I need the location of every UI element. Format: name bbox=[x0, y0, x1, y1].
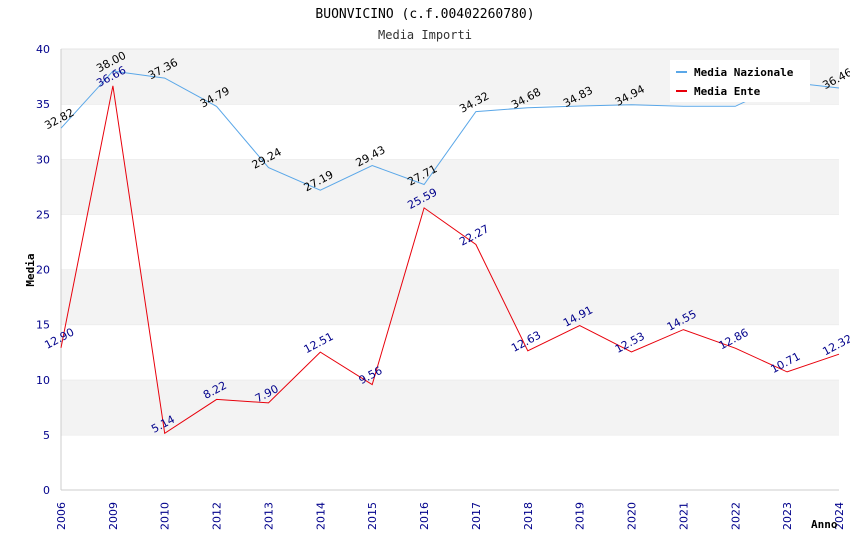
x-tick-label: 2012 bbox=[211, 502, 224, 530]
y-tick-label: 25 bbox=[36, 208, 50, 221]
y-tick-label: 40 bbox=[36, 43, 50, 56]
x-tick-label: 2018 bbox=[522, 502, 535, 530]
x-tick-label: 2021 bbox=[677, 502, 690, 530]
x-tick-label: 2020 bbox=[626, 502, 639, 530]
legend-label-nazionale: Media Nazionale bbox=[694, 66, 794, 79]
legend-box bbox=[670, 60, 810, 102]
x-tick-label: 2015 bbox=[366, 502, 379, 530]
grid-bands bbox=[61, 48, 839, 490]
grid-band bbox=[61, 434, 839, 490]
x-axis-label: Anno bbox=[811, 518, 838, 531]
x-tick-label: 2024 bbox=[833, 502, 846, 530]
y-tick-label: 0 bbox=[43, 484, 50, 497]
series-lines bbox=[60, 70, 840, 435]
x-tick-label: 2013 bbox=[262, 502, 275, 530]
y-tick-labels: 0 5 10 15 20 25 30 35 40 bbox=[36, 43, 50, 497]
grid-band bbox=[61, 324, 839, 380]
y-tick-label: 30 bbox=[36, 153, 50, 166]
x-tick-label: 2014 bbox=[314, 502, 327, 530]
x-tick-label: 2022 bbox=[729, 502, 742, 530]
x-tick-labels: 2006 2009 2010 2012 2013 2014 2015 2016 2017 2018… bbox=[55, 502, 846, 530]
grid-band bbox=[61, 159, 839, 215]
y-axis-label: Media bbox=[24, 253, 37, 286]
x-tick-label: 2010 bbox=[159, 502, 172, 530]
chart-subtitle: Media Importi bbox=[378, 28, 472, 42]
x-tick-label: 2019 bbox=[574, 502, 587, 530]
series-line-media-ente bbox=[60, 85, 840, 435]
y-tick-label: 5 bbox=[43, 429, 50, 442]
grid-band bbox=[61, 104, 839, 160]
x-tick-label: 2023 bbox=[781, 502, 794, 530]
series-line-media-nazionale bbox=[60, 70, 840, 191]
grid-band bbox=[61, 269, 839, 325]
y-tick-label: 20 bbox=[36, 264, 50, 277]
grid-band bbox=[61, 214, 839, 270]
y-tick-label: 10 bbox=[36, 374, 50, 387]
x-tick-label: 2016 bbox=[418, 502, 431, 530]
grid-band bbox=[61, 379, 839, 435]
y-tick-label: 35 bbox=[36, 98, 50, 111]
y-tick-label: 15 bbox=[36, 319, 50, 332]
x-tick-label: 2009 bbox=[107, 502, 120, 530]
legend: Media Nazionale Media Ente bbox=[670, 60, 810, 102]
chart-title: BUONVICINO (c.f.00402260780) bbox=[315, 7, 534, 22]
legend-label-ente: Media Ente bbox=[694, 85, 761, 98]
x-tick-label: 2006 bbox=[55, 502, 68, 530]
x-tick-label: 2017 bbox=[470, 502, 483, 530]
